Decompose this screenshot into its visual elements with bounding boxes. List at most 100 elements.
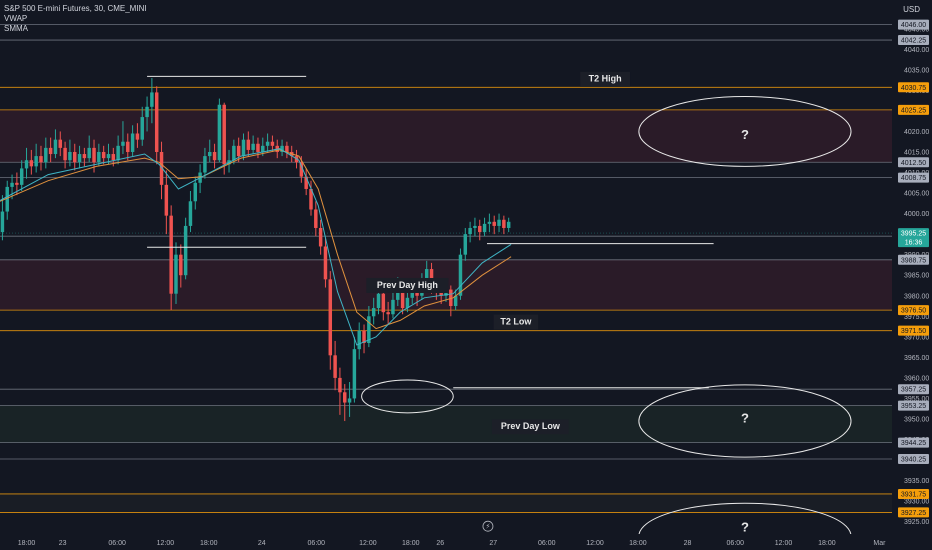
- svg-text:4025.25: 4025.25: [901, 107, 926, 114]
- candle-body: [265, 141, 270, 146]
- candle-body: [0, 211, 5, 233]
- candle-body: [126, 141, 130, 152]
- candle-body: [34, 156, 38, 167]
- candle-body: [357, 330, 361, 350]
- candle-body: [140, 117, 144, 140]
- candle-body: [29, 160, 34, 167]
- candle-body: [352, 349, 357, 399]
- vwap-legend[interactable]: VWAP: [4, 14, 28, 23]
- time-tick-label: 12:00: [157, 540, 175, 547]
- candle-body: [347, 398, 352, 403]
- candle-body: [333, 355, 337, 378]
- level-price-tag: 3971.50: [898, 325, 929, 336]
- candle-body: [159, 151, 164, 185]
- svg-text:4012.50: 4012.50: [901, 160, 926, 167]
- annotation-bg: [493, 314, 539, 330]
- candle-body: [487, 221, 492, 224]
- annotation-bg: [491, 419, 569, 435]
- candle-body: [121, 141, 125, 146]
- candle-body: [468, 227, 472, 235]
- level-price-tag: 3927.25: [898, 507, 929, 518]
- candle-body: [405, 297, 410, 309]
- annotation-text: T2 High: [589, 74, 622, 84]
- candle-body: [82, 154, 87, 159]
- candle-body: [24, 160, 29, 169]
- candle-body: [251, 143, 255, 150]
- candle-body: [492, 221, 496, 226]
- price-tick-label: 3935.00: [904, 478, 929, 485]
- annotation-bg: [580, 71, 631, 87]
- candle-body: [367, 316, 371, 343]
- symbol-title[interactable]: S&P 500 E-mini Futures, 30, CME_MINI: [4, 4, 147, 13]
- candle-body: [101, 151, 106, 159]
- smma-legend[interactable]: SMMA: [4, 24, 28, 33]
- candle-body: [506, 221, 511, 228]
- question-mark: ?: [741, 519, 749, 534]
- time-tick-label: 18:00: [200, 540, 218, 547]
- drawn-ellipse: [638, 502, 852, 534]
- candle-body: [145, 106, 149, 118]
- annotation-label: T2 High: [580, 71, 631, 87]
- candle-body: [217, 104, 222, 161]
- level-price-tag: 4046.00: [898, 19, 929, 30]
- candle-body: [92, 147, 96, 163]
- candle-body: [164, 184, 169, 216]
- annotation-text: T2 Low: [500, 316, 532, 326]
- time-tick-label: 18:00: [629, 540, 647, 547]
- price-axis: 3925.003930.003935.003940.003945.003950.…: [892, 0, 932, 550]
- candle-body: [381, 293, 386, 313]
- time-tick-label: 06:00: [308, 540, 326, 547]
- candle-body: [203, 156, 207, 173]
- zone-band: [0, 493, 892, 513]
- time-tick-label: 06:00: [538, 540, 556, 547]
- annotation-text: Prev Day High: [377, 280, 438, 290]
- candle-body: [497, 219, 501, 226]
- candle-body: [44, 147, 48, 163]
- candle-body: [111, 154, 116, 161]
- candle-body: [415, 291, 419, 296]
- price-tick-label: 3955.00: [904, 396, 929, 403]
- drawn-ellipse: [638, 96, 852, 167]
- currency-label[interactable]: USD: [903, 5, 920, 14]
- candle-body: [309, 188, 313, 210]
- candle-body: [400, 287, 405, 309]
- candle-body: [376, 293, 381, 309]
- candle-body: [314, 209, 318, 228]
- candle-body: [232, 145, 236, 161]
- candle-body: [48, 147, 53, 155]
- svg-text:3976.50: 3976.50: [901, 308, 926, 315]
- question-mark: ?: [741, 410, 749, 425]
- svg-text:4008.75: 4008.75: [901, 175, 926, 182]
- candle-body: [193, 182, 198, 202]
- question-mark: ?: [741, 127, 749, 142]
- candle-body: [19, 168, 24, 185]
- price-tick-label: 4005.00: [904, 191, 929, 198]
- svg-text:3931.75: 3931.75: [901, 491, 926, 498]
- current-price-tag: 3995.25 16:36: [898, 228, 929, 248]
- candle-body: [106, 154, 111, 159]
- level-price-tag: 3944.25: [898, 437, 929, 448]
- candle-body: [396, 287, 400, 300]
- candle-body: [208, 151, 212, 157]
- candle-body: [478, 225, 482, 233]
- candle-body: [323, 246, 328, 280]
- candle-body: [261, 145, 265, 152]
- svg-text:3927.25: 3927.25: [901, 510, 926, 517]
- level-price-tag: 4008.75: [898, 172, 929, 183]
- level-price-tag: 3953.25: [898, 400, 929, 411]
- time-tick-label: 26: [436, 540, 444, 547]
- level-price-tag: 3940.25: [898, 454, 929, 465]
- candle-body: [246, 139, 251, 150]
- candle-body: [87, 147, 91, 159]
- candle-body: [116, 145, 120, 161]
- candle-body: [150, 92, 154, 107]
- level-price-tag: 3957.25: [898, 384, 929, 395]
- svg-text:3944.25: 3944.25: [901, 440, 926, 447]
- price-tick-label: 4040.00: [904, 47, 929, 54]
- plot-area: ??? T2 High Prev Day High T2 Low Prev Day Lo…: [0, 24, 892, 534]
- candle-body: [135, 133, 140, 140]
- svg-text:4042.25: 4042.25: [901, 38, 926, 45]
- candle-body: [68, 151, 72, 161]
